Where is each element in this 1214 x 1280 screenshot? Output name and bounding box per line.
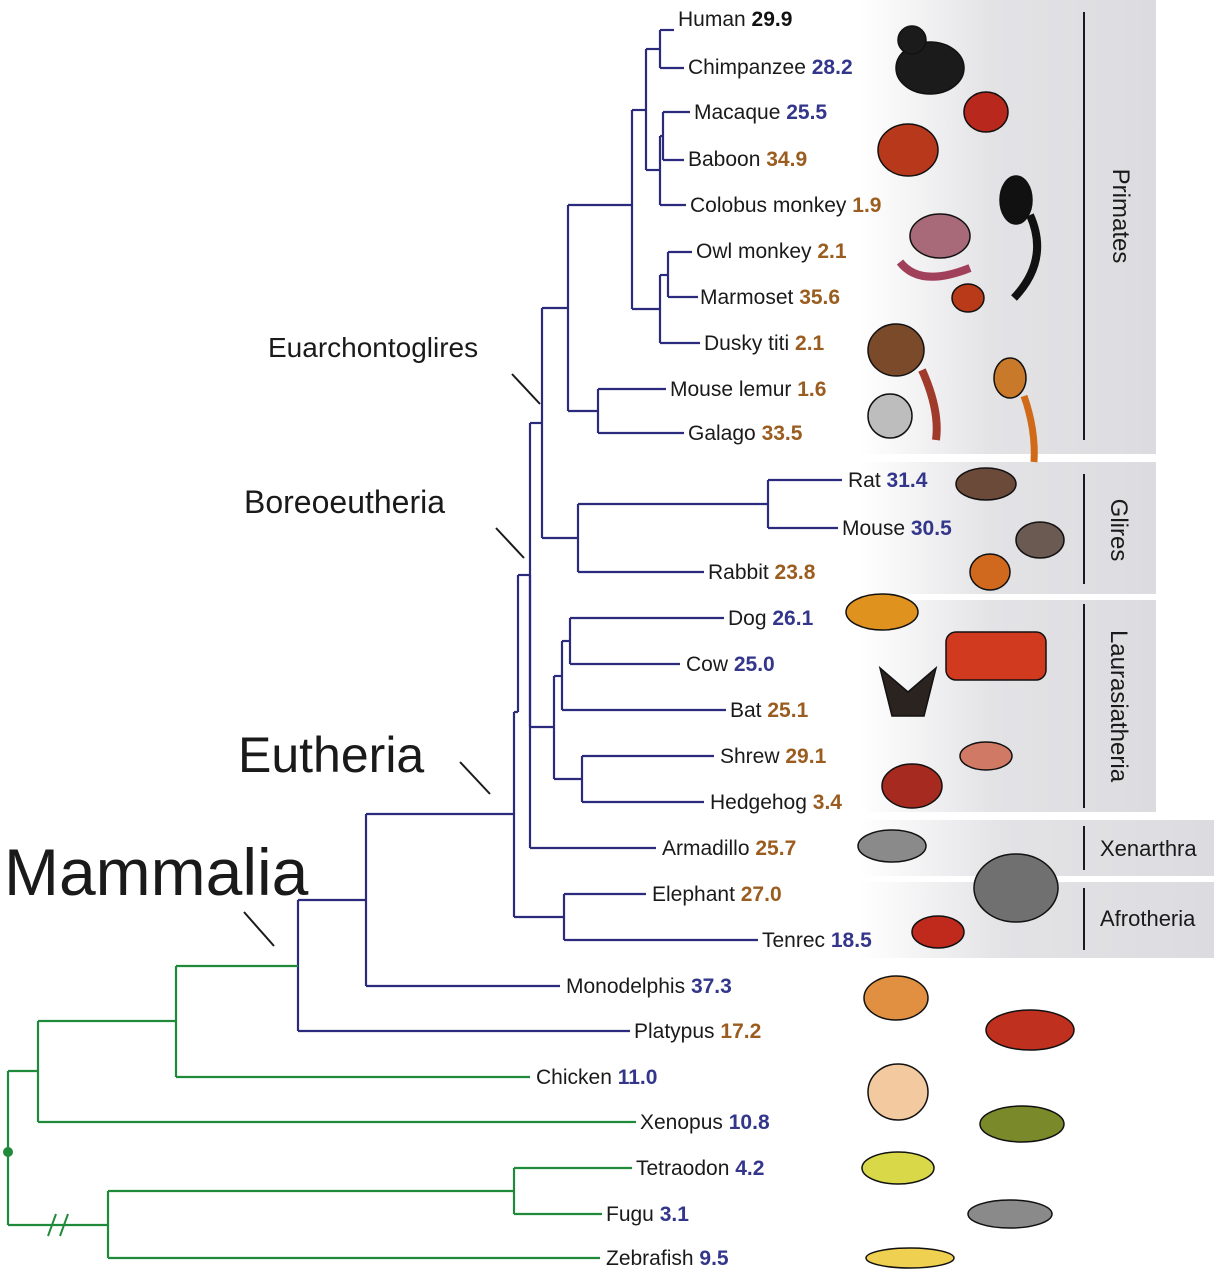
- leaf-tenrec: Tenrec 18.5: [762, 929, 872, 952]
- group-afrotheria: Afrotheria: [1100, 906, 1196, 931]
- group-primates: Primates: [1107, 168, 1134, 264]
- owl-monkey-icon: [909, 213, 971, 259]
- mouse-lemur-icon: [993, 357, 1027, 399]
- leaf-cow: Cow 25.0: [686, 653, 775, 676]
- leaf-colobus-monkey: Colobus monkey 1.9: [690, 194, 882, 217]
- colobus-icon: [999, 175, 1033, 225]
- pointer-mammalia: [243, 911, 275, 947]
- galago-icon: [867, 393, 913, 439]
- leaf-mouse-lemur: Mouse lemur 1.6: [670, 378, 827, 401]
- chicken-icon: [867, 1063, 929, 1121]
- group-glires: Glires: [1105, 498, 1132, 562]
- shrew-icon: [959, 741, 1013, 771]
- tetraodon-icon: [861, 1151, 935, 1185]
- dog-icon: [845, 593, 919, 631]
- bat-icon: [878, 665, 938, 717]
- leaf-human: Human 29.9: [678, 8, 793, 31]
- animal-icons: [845, 25, 1075, 1269]
- leaf-chimpanzee: Chimpanzee 28.2: [688, 56, 853, 79]
- cow-icon: [945, 631, 1047, 681]
- leaf-elephant: Elephant 27.0: [652, 883, 782, 906]
- leaf-chicken: Chicken 11.0: [536, 1066, 658, 1089]
- leaf-xenopus: Xenopus 10.8: [640, 1111, 770, 1134]
- leaf-armadillo: Armadillo 25.7: [662, 837, 797, 860]
- leaf-dusky-titi: Dusky titi 2.1: [704, 332, 825, 355]
- pointer-euarchontoglires: [511, 373, 541, 405]
- monodelphis-icon: [863, 975, 929, 1021]
- zebrafish-icon: [865, 1247, 955, 1269]
- leaf-zebrafish: Zebrafish 9.5: [606, 1247, 729, 1270]
- leaf-rabbit: Rabbit 23.8: [708, 561, 816, 584]
- group-xenarthra: Xenarthra: [1100, 836, 1197, 861]
- hedgehog-icon: [881, 763, 943, 809]
- leaf-hedgehog: Hedgehog 3.4: [710, 791, 842, 814]
- leaf-dog: Dog 26.1: [728, 607, 814, 630]
- leaf-macaque: Macaque 25.5: [694, 101, 828, 124]
- platypus-icon: [985, 1009, 1075, 1051]
- macaque-icon: [963, 91, 1009, 133]
- rat-icon: [955, 467, 1017, 501]
- leaf-tetraodon: Tetraodon 4.2: [636, 1157, 765, 1180]
- baboon-icon: [877, 123, 939, 177]
- clade-boreoeutheria: Boreoeutheria: [244, 484, 446, 520]
- leaf-platypus: Platypus 17.2: [634, 1020, 762, 1043]
- leaf-mouse: Mouse 30.5: [842, 517, 952, 540]
- xenopus-icon: [979, 1105, 1065, 1143]
- leaf-monodelphis: Monodelphis 37.3: [566, 975, 732, 998]
- elephant-icon: [973, 853, 1059, 923]
- dusky-titi-icon: [867, 323, 925, 377]
- leaf-fugu: Fugu 3.1: [606, 1203, 689, 1226]
- leaf-galago: Galago 33.5: [688, 422, 803, 445]
- rabbit-icon: [969, 553, 1011, 591]
- leaf-marmoset: Marmoset 35.6: [700, 286, 841, 309]
- leaf-owl-monkey: Owl monkey 2.1: [696, 240, 847, 263]
- group-laurasiatheria: Laurasiatheria: [1105, 629, 1132, 783]
- fugu-icon: [967, 1199, 1053, 1229]
- pointer-boreoeutheria: [495, 527, 525, 559]
- chimpanzee-icon: [895, 41, 965, 95]
- leaf-baboon: Baboon 34.9: [688, 148, 808, 171]
- clade-eutheria: Eutheria: [238, 727, 425, 783]
- tenrec-icon: [911, 915, 965, 949]
- clade-euarchontoglires: Euarchontoglires: [268, 332, 479, 363]
- root-node: [3, 1147, 13, 1157]
- mouse-icon: [1015, 521, 1065, 559]
- marmoset-icon: [951, 283, 985, 313]
- leaf-rat: Rat 31.4: [848, 469, 928, 492]
- pointer-eutheria: [459, 761, 491, 795]
- armadillo-icon: [857, 829, 927, 863]
- leaf-shrew: Shrew 29.1: [720, 745, 827, 768]
- clade-mammalia: Mammalia: [4, 835, 309, 909]
- leaf-bat: Bat 25.1: [730, 699, 809, 722]
